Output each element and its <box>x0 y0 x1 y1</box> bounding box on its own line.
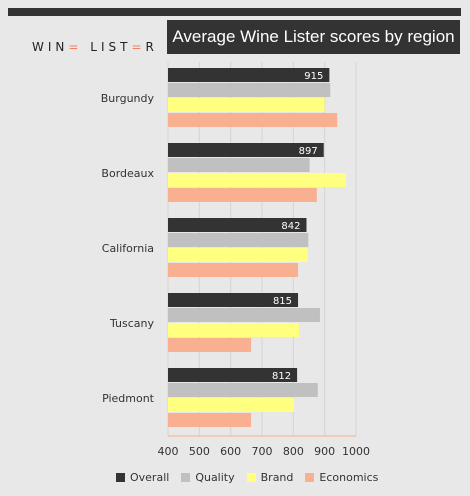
x-tick-label: 900 <box>314 445 335 458</box>
category-label-tuscany: Tuscany <box>109 317 155 330</box>
category-label-california: California <box>102 242 154 255</box>
bar-economics-burgundy <box>168 113 338 127</box>
legend-label: Brand <box>260 471 294 484</box>
bar-brand-tuscany <box>168 323 299 337</box>
chart-title: Average Wine Lister scores by region <box>167 20 460 54</box>
bar-overall-california <box>168 218 307 232</box>
bar-overall-burgundy <box>168 68 330 82</box>
bar-overall-piedmont <box>168 368 298 382</box>
legend-item-overall: Overall <box>116 471 169 484</box>
x-tick-label: 700 <box>252 445 273 458</box>
top-bar <box>8 8 461 16</box>
x-tick-label: 1000 <box>342 445 370 458</box>
data-label-burgundy: 915 <box>304 71 323 82</box>
bar-quality-piedmont <box>168 383 318 397</box>
x-tick-label: 800 <box>283 445 304 458</box>
bar-economics-bordeaux <box>168 188 317 202</box>
bars <box>168 68 346 427</box>
bar-quality-california <box>168 233 309 247</box>
legend-label: Overall <box>130 471 170 484</box>
legend-swatch <box>181 473 191 482</box>
bar-quality-bordeaux <box>168 158 310 172</box>
bar-overall-bordeaux <box>168 143 324 157</box>
bar-brand-california <box>168 248 308 262</box>
bar-brand-piedmont <box>168 398 294 412</box>
bar-quality-burgundy <box>168 83 331 97</box>
legend-item-quality: Quality <box>181 471 235 484</box>
data-label-piedmont: 812 <box>272 371 291 382</box>
legend-swatch <box>305 473 315 482</box>
legend-swatch <box>116 473 125 482</box>
data-labels: 915 897 842 815 812 <box>272 71 323 382</box>
bar-economics-piedmont <box>168 413 252 427</box>
x-axis: 400 500 600 700 800 900 1000 <box>158 435 370 458</box>
legend-label: Quality <box>195 471 235 484</box>
bar-quality-tuscany <box>168 308 320 322</box>
category-labels: Burgundy Bordeaux California Tuscany Piedmon… <box>101 92 155 405</box>
legend: Overall Quality Brand Economics <box>116 471 378 484</box>
category-label-burgundy: Burgundy <box>101 92 155 105</box>
bar-overall-tuscany <box>168 293 299 307</box>
legend-item-brand: Brand <box>246 471 294 484</box>
wine-lister-logo: WIN= LIST=R <box>32 40 158 54</box>
bar-brand-burgundy <box>168 98 325 112</box>
category-label-piedmont: Piedmont <box>102 392 155 405</box>
legend-swatch <box>246 473 256 482</box>
data-label-tuscany: 815 <box>273 296 292 307</box>
bar-economics-tuscany <box>168 338 252 352</box>
x-tick-label: 500 <box>189 445 210 458</box>
x-tick-label: 400 <box>158 445 179 458</box>
bar-economics-california <box>168 263 299 277</box>
x-tick-label: 600 <box>220 445 241 458</box>
legend-item-economics: Economics <box>305 471 378 484</box>
legend-label: Economics <box>319 471 379 484</box>
bar-brand-bordeaux <box>168 173 346 187</box>
data-label-california: 842 <box>281 221 300 232</box>
data-label-bordeaux: 897 <box>299 146 318 157</box>
category-label-bordeaux: Bordeaux <box>101 167 154 180</box>
